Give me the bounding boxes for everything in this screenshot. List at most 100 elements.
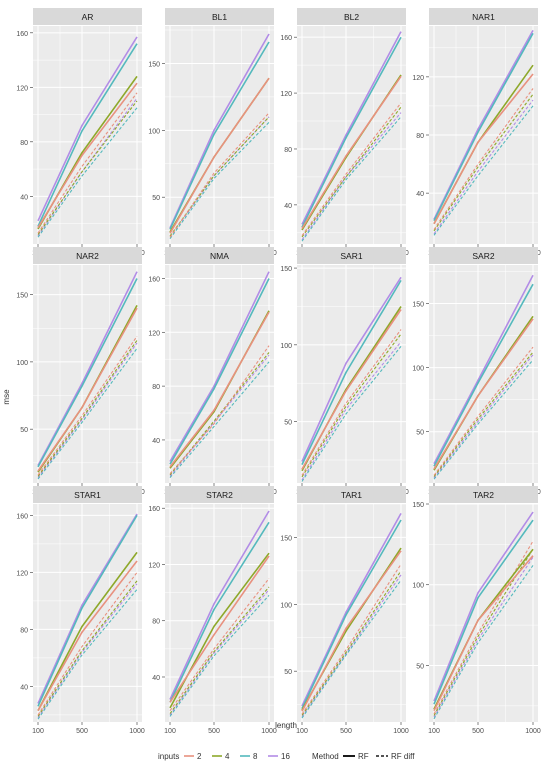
series-line-2-rf-diff bbox=[301, 102, 402, 236]
facet-strip bbox=[297, 486, 406, 503]
series-line-8-rf bbox=[301, 36, 402, 228]
facet-title: STAR1 bbox=[74, 490, 101, 500]
series-line-8-rf bbox=[433, 32, 534, 222]
series-line-2-rf-diff bbox=[433, 346, 534, 476]
facet-strip bbox=[297, 8, 406, 25]
series-line-8-rf-diff bbox=[433, 565, 534, 720]
legend-label-inputs-4: 4 bbox=[225, 752, 230, 761]
series-line-16-rf bbox=[169, 271, 270, 462]
y-tick-label: 50 bbox=[284, 420, 292, 427]
facet-title: TAR1 bbox=[341, 490, 362, 500]
y-tick-label: 80 bbox=[416, 133, 424, 140]
plot-background bbox=[165, 26, 274, 244]
panel-sar1: SAR1501001501005001000 bbox=[280, 247, 409, 496]
series-line-16-rf-diff bbox=[433, 556, 534, 718]
series-line-8-rf bbox=[433, 283, 534, 467]
plot-background bbox=[33, 26, 142, 244]
series-line-2-rf bbox=[37, 82, 138, 229]
y-tick-label: 100 bbox=[148, 128, 160, 135]
series-line-2-rf-diff bbox=[169, 345, 270, 474]
y-tick-label: 40 bbox=[20, 194, 28, 201]
series-line-16-rf bbox=[433, 511, 534, 702]
series-line-8-rf-diff bbox=[301, 346, 402, 482]
x-tick-label: 100 bbox=[32, 728, 44, 735]
series-line-16-rf-diff bbox=[301, 112, 402, 241]
series-line-8-rf-diff bbox=[37, 348, 138, 480]
facet-strip bbox=[429, 486, 538, 503]
series-line-2-rf-diff bbox=[433, 88, 534, 230]
facet-strip bbox=[297, 247, 406, 264]
series-line-2-rf bbox=[169, 311, 270, 468]
series-line-8-rf bbox=[301, 519, 402, 709]
series-line-2-rf bbox=[169, 77, 270, 234]
facet-strip bbox=[429, 247, 538, 264]
x-tick-label: 1000 bbox=[525, 728, 541, 735]
series-line-16-rf-diff bbox=[433, 354, 534, 479]
panels: AR 40 80 120 160 100 500 1000 BL1 50 100 150 100 500 1… bbox=[16, 8, 541, 735]
y-tick-label: 160 bbox=[16, 513, 28, 520]
panel-nar2: NAR2501001501005001000 bbox=[16, 247, 145, 496]
series-line-4-rf-diff bbox=[433, 548, 534, 716]
legend-method-title: Method bbox=[312, 752, 339, 761]
x-tick-label: 500 bbox=[208, 728, 220, 735]
facet-strip bbox=[33, 486, 142, 503]
panel-sar2: SAR2501001501005001000 bbox=[412, 247, 541, 496]
series-line-16-rf bbox=[433, 30, 534, 220]
y-tick-label: 50 bbox=[152, 195, 160, 202]
panel-tar1: TAR1 50 100 150 100 500 1000 bbox=[280, 486, 409, 735]
y-tick-label: 100 bbox=[280, 343, 292, 350]
x-axis-label: length bbox=[275, 721, 297, 730]
series-line-16-rf-diff bbox=[169, 354, 270, 477]
panel-ar: AR40801201601005001000 bbox=[16, 8, 145, 257]
series-line-8-rf-diff bbox=[433, 359, 534, 480]
y-tick-label: 150 bbox=[280, 266, 292, 273]
legend-label-inputs-16: 16 bbox=[281, 752, 290, 761]
x-tick-label: 100 bbox=[428, 728, 440, 735]
facet-title: BL2 bbox=[344, 12, 359, 22]
y-tick-label: 120 bbox=[280, 91, 292, 98]
y-tick-label: 80 bbox=[20, 627, 28, 634]
series-line-8-rf bbox=[169, 278, 270, 465]
y-tick-label: 100 bbox=[280, 602, 292, 609]
series-line-4-rf-diff bbox=[301, 333, 402, 478]
panel-star1: STAR1 40 80 120 160 100 500 1000 bbox=[16, 486, 145, 735]
series-line-4-rf-diff bbox=[169, 586, 270, 714]
series-line-8-rf-diff bbox=[169, 121, 270, 240]
x-tick-label: 500 bbox=[340, 728, 352, 735]
y-tick-label: 50 bbox=[20, 427, 28, 434]
y-tick-label: 40 bbox=[152, 675, 160, 682]
series-line-8-rf bbox=[37, 278, 138, 468]
y-tick-label: 40 bbox=[284, 203, 292, 210]
y-tick-label: 100 bbox=[16, 360, 28, 367]
series-line-2-rf bbox=[301, 550, 402, 712]
series-line-2-rf-diff bbox=[301, 563, 402, 715]
series-line-4-rf-diff bbox=[37, 340, 138, 477]
series-line-4-rf-diff bbox=[37, 100, 138, 235]
y-tick-label: 160 bbox=[148, 276, 160, 283]
series-line-2-rf-diff bbox=[433, 540, 534, 715]
y-tick-label: 80 bbox=[152, 384, 160, 391]
series-line-16-rf bbox=[169, 33, 270, 229]
x-tick-label: 500 bbox=[76, 728, 88, 735]
series-line-4-rf-diff bbox=[433, 93, 534, 232]
series-line-16-rf-diff bbox=[433, 99, 534, 235]
x-tick-label: 1000 bbox=[261, 728, 277, 735]
series-line-16-rf bbox=[301, 31, 402, 225]
y-tick-label: 150 bbox=[412, 502, 424, 509]
series-line-16-rf bbox=[37, 513, 138, 704]
y-tick-label: 50 bbox=[416, 663, 424, 670]
x-tick-label: 500 bbox=[472, 728, 484, 735]
series-line-8-rf bbox=[169, 521, 270, 703]
x-tick-label: 1000 bbox=[129, 728, 145, 735]
facet-title: BL1 bbox=[212, 12, 227, 22]
series-line-2-rf bbox=[433, 555, 534, 712]
series-line-2-rf-diff bbox=[37, 92, 138, 234]
series-line-16-rf bbox=[433, 274, 534, 465]
y-tick-label: 160 bbox=[16, 31, 28, 38]
series-line-8-rf-diff bbox=[169, 361, 270, 478]
facet-title: NMA bbox=[210, 251, 229, 261]
series-line-4-rf-diff bbox=[37, 580, 138, 717]
y-tick-label: 150 bbox=[148, 61, 160, 68]
series-line-2-rf bbox=[169, 555, 270, 703]
